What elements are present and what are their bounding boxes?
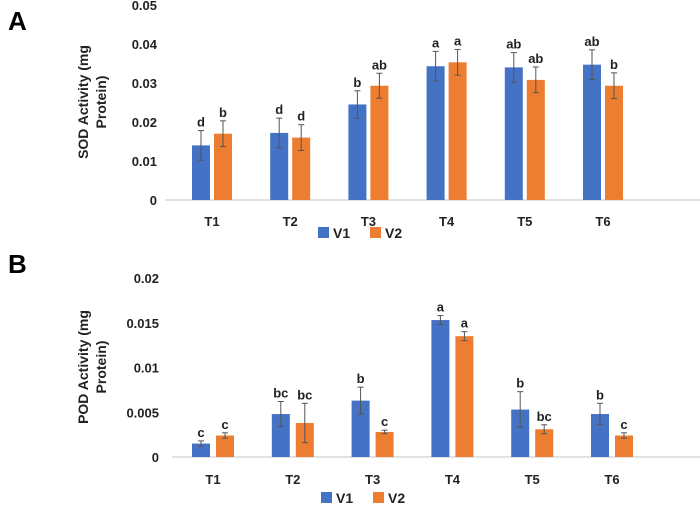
panel-a-legend-label-v1: V1 xyxy=(333,225,350,241)
panel-b-bar-v1-t1 xyxy=(192,443,210,457)
panel-a-y-tick-label: 0.02 xyxy=(132,115,157,130)
panel-b-bar-v1-t4 xyxy=(431,320,450,457)
panel-b-significance-letter: c xyxy=(381,414,388,429)
panel-b-significance-letter: a xyxy=(437,300,445,315)
panel-b-bar-v2-t1 xyxy=(216,435,234,457)
panel-b-x-tick-label: T5 xyxy=(525,472,540,487)
panel-b-x-tick-label: T2 xyxy=(285,472,300,487)
panel-b-bar-v1-t3 xyxy=(351,400,370,457)
panel-b-x-tick-label: T1 xyxy=(205,472,220,487)
panel-a-bar-v2-t4 xyxy=(448,62,467,200)
panel-b-legend-label-v1: V1 xyxy=(336,490,353,506)
panel-a-legend-swatch-v1 xyxy=(318,227,329,238)
panel-a-bar-v2-t2 xyxy=(292,137,311,200)
panel-a-significance-letter: d xyxy=(275,102,283,117)
panel-a-y-tick-label: 0.04 xyxy=(132,37,158,52)
panel-b-significance-letter: bc xyxy=(297,387,312,402)
panel-b-significance-letter: c xyxy=(221,417,228,432)
panel-b-significance-letter: b xyxy=(516,376,524,391)
panel-a-label: A xyxy=(8,6,27,36)
panel-b-legend-label-v2: V2 xyxy=(388,490,405,506)
panel-a-bar-v2-t1 xyxy=(214,133,232,200)
panel-b-bar-v1-t5 xyxy=(511,409,530,457)
panel-a-x-tick-label: T6 xyxy=(595,214,610,229)
panel-a-significance-letter: a xyxy=(454,33,462,48)
panel-a-x-tick-label: T5 xyxy=(517,214,532,229)
panel-a-bar-v1-t5 xyxy=(504,67,523,201)
panel-a-y-tick-label: 0.03 xyxy=(132,76,157,91)
panel-b-y-tick-label: 0.015 xyxy=(126,316,159,331)
panel-a-y-axis-title: SOD Activity (mg Protein) xyxy=(75,45,109,159)
panel-a-significance-letter: ab xyxy=(506,37,521,52)
y-axis-title-line: Protein) xyxy=(93,341,109,394)
panel-a-y-tick-label: 0 xyxy=(150,193,157,208)
panel-b-significance-letter: c xyxy=(620,417,627,432)
panel-a-bar-v1-t6 xyxy=(583,64,601,200)
y-axis-title-line: Protein) xyxy=(93,76,109,129)
panel-b-significance-letter: b xyxy=(596,387,604,402)
panel-a-x-tick-label: T4 xyxy=(439,214,455,229)
panel-b-bar-v2-t4 xyxy=(455,336,474,457)
panel-a-legend-label-v2: V2 xyxy=(385,225,402,241)
panel-b-label: B xyxy=(8,249,27,279)
panel-b-y-tick-label: 0 xyxy=(152,450,159,465)
panel-a-bar-v1-t4 xyxy=(426,66,445,200)
panel-b-significance-letter: bc xyxy=(537,409,552,424)
panel-b-significance-letter: c xyxy=(197,425,204,440)
panel-b-significance-letter: a xyxy=(461,316,469,331)
panel-a-significance-letter: b xyxy=(353,75,361,90)
panel-b-bar-v2-t3 xyxy=(375,431,394,457)
panel-b-legend-swatch-v2 xyxy=(373,492,384,503)
panel-a-significance-letter: ab xyxy=(584,34,599,49)
panel-b-bar-v2-t5 xyxy=(535,429,554,457)
panel-a-significance-letter: ab xyxy=(372,57,387,72)
panel-a-bar-v1-t2 xyxy=(270,132,289,200)
y-axis-title-line: POD Activity (mg xyxy=(75,310,91,424)
panel-b-legend-swatch-v1 xyxy=(321,492,332,503)
panel-b-y-axis-title: POD Activity (mg Protein) xyxy=(75,310,109,424)
panel-a-y-tick-label: 0.05 xyxy=(132,0,157,13)
panel-b-bar-v2-t6 xyxy=(615,435,633,457)
panel-b-x-tick-label: T3 xyxy=(365,472,380,487)
panel-a-x-tick-label: T1 xyxy=(204,214,219,229)
panel-a-bar-v2-t5 xyxy=(526,79,545,200)
panel-a-significance-letter: a xyxy=(432,35,440,50)
panel-b-bar-v1-t2 xyxy=(271,414,290,457)
panel-a-x-tick-label: T2 xyxy=(283,214,298,229)
panel-a-bar-v2-t3 xyxy=(370,85,389,200)
panel-b-bar-v1-t6 xyxy=(591,414,609,457)
panel-a-bar-v2-t6 xyxy=(605,85,623,200)
panel-a-significance-letter: d xyxy=(297,109,305,124)
panel-a-significance-letter: d xyxy=(197,115,205,130)
panel-a-y-tick-label: 0.01 xyxy=(132,154,157,169)
panel-b-x-tick-label: T4 xyxy=(445,472,461,487)
panel-a-significance-letter: b xyxy=(219,105,227,120)
panel-a-significance-letter: ab xyxy=(528,51,543,66)
panel-b-y-tick-label: 0.02 xyxy=(134,271,159,286)
y-axis-title-line: SOD Activity (mg xyxy=(75,45,91,159)
panel-b-y-tick-label: 0.005 xyxy=(126,405,159,420)
panel-a-bar-v1-t1 xyxy=(192,145,210,200)
panel-b-x-tick-label: T6 xyxy=(604,472,619,487)
panel-a-x-tick-label: T3 xyxy=(361,214,376,229)
panel-a-bar-v1-t3 xyxy=(348,104,367,200)
panel-b-significance-letter: bc xyxy=(273,386,288,401)
panel-b-y-tick-label: 0.01 xyxy=(134,361,159,376)
panel-b-significance-letter: b xyxy=(357,371,365,386)
panel-a-significance-letter: b xyxy=(610,57,618,72)
panel-a-legend-swatch-v2 xyxy=(370,227,381,238)
